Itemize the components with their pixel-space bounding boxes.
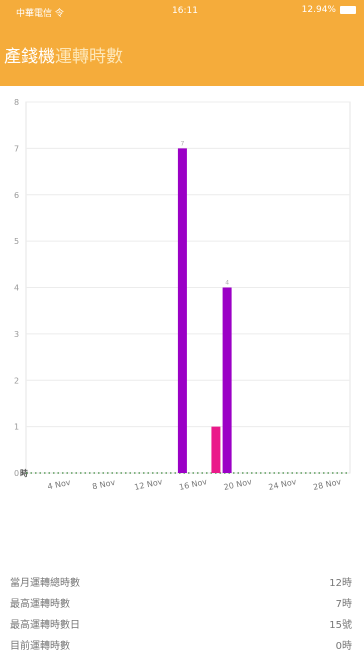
y-tick-label: 4 <box>14 284 19 293</box>
battery-area: 12.94% <box>302 5 356 15</box>
stat-label: 最高運轉時數 <box>10 599 70 610</box>
bar <box>211 426 221 473</box>
x-tick-label: 28 Nov <box>312 477 342 492</box>
y-tick-label: 1 <box>14 423 19 432</box>
chart-container: 0 1 2 3 4 5 6 7 8 時 7 4 4 Nov 8 Nov 12 Nov 16 Nov 20 Nov… <box>0 86 364 516</box>
stat-row-current-hours: 目前運轉時數 0時 <box>0 633 364 654</box>
bar <box>222 287 232 473</box>
battery-icon <box>340 6 356 14</box>
y-tick-label: 0 <box>14 469 19 478</box>
stat-value: 12時 <box>329 578 352 589</box>
stat-label: 當月運轉總時數 <box>10 578 80 589</box>
stat-row-max-hours: 最高運轉時數 7時 <box>0 591 364 612</box>
y-tick-label: 3 <box>14 330 19 339</box>
y-axis-label: 時 <box>20 468 28 478</box>
x-tick-label: 24 Nov <box>268 477 298 492</box>
x-tick-label: 4 Nov <box>47 478 72 492</box>
bar-value-label: 4 <box>225 280 229 287</box>
y-tick-label: 7 <box>14 144 19 153</box>
y-tick-label: 2 <box>14 376 19 385</box>
bar-chart: 0 1 2 3 4 5 6 7 8 時 7 4 4 Nov 8 Nov 12 Nov 16 Nov 20 Nov… <box>14 98 351 492</box>
x-tick-label: 12 Nov <box>134 477 164 492</box>
stat-value: 0時 <box>335 641 352 652</box>
stats-list: 當月運轉總時數 12時 最高運轉時數 7時 最高運轉時數日 15號 目前運轉時數… <box>0 570 364 654</box>
stat-label: 最高運轉時數日 <box>10 620 80 631</box>
battery-percent: 12.94% <box>301 5 336 15</box>
x-tick-label: 20 Nov <box>223 477 253 492</box>
stat-row-monthly-total: 當月運轉總時數 12時 <box>0 570 364 591</box>
carrier-text: 中華電信 令 <box>16 9 64 19</box>
bar-value-label: 7 <box>180 140 184 147</box>
stat-value: 7時 <box>335 599 352 610</box>
x-tick-label: 8 Nov <box>91 478 116 492</box>
page-title-sub: 運轉時數 <box>55 47 123 67</box>
y-tick-label: 8 <box>14 98 19 107</box>
app-header: 產錢機運轉時數 <box>0 22 364 86</box>
page-title-main: 產錢機 <box>4 47 55 67</box>
page-title: 產錢機運轉時數 <box>4 42 123 67</box>
clock-text: 16:11 <box>172 6 198 16</box>
y-tick-label: 6 <box>14 191 19 200</box>
stat-row-max-day: 最高運轉時數日 15號 <box>0 612 364 633</box>
status-bar: 中華電信 令 16:11 12.94% <box>0 0 364 22</box>
stat-value: 15號 <box>329 620 352 631</box>
bar <box>177 148 187 473</box>
x-tick-label: 16 Nov <box>178 477 208 492</box>
y-tick-label: 5 <box>14 237 19 246</box>
stat-label: 目前運轉時數 <box>10 641 70 652</box>
